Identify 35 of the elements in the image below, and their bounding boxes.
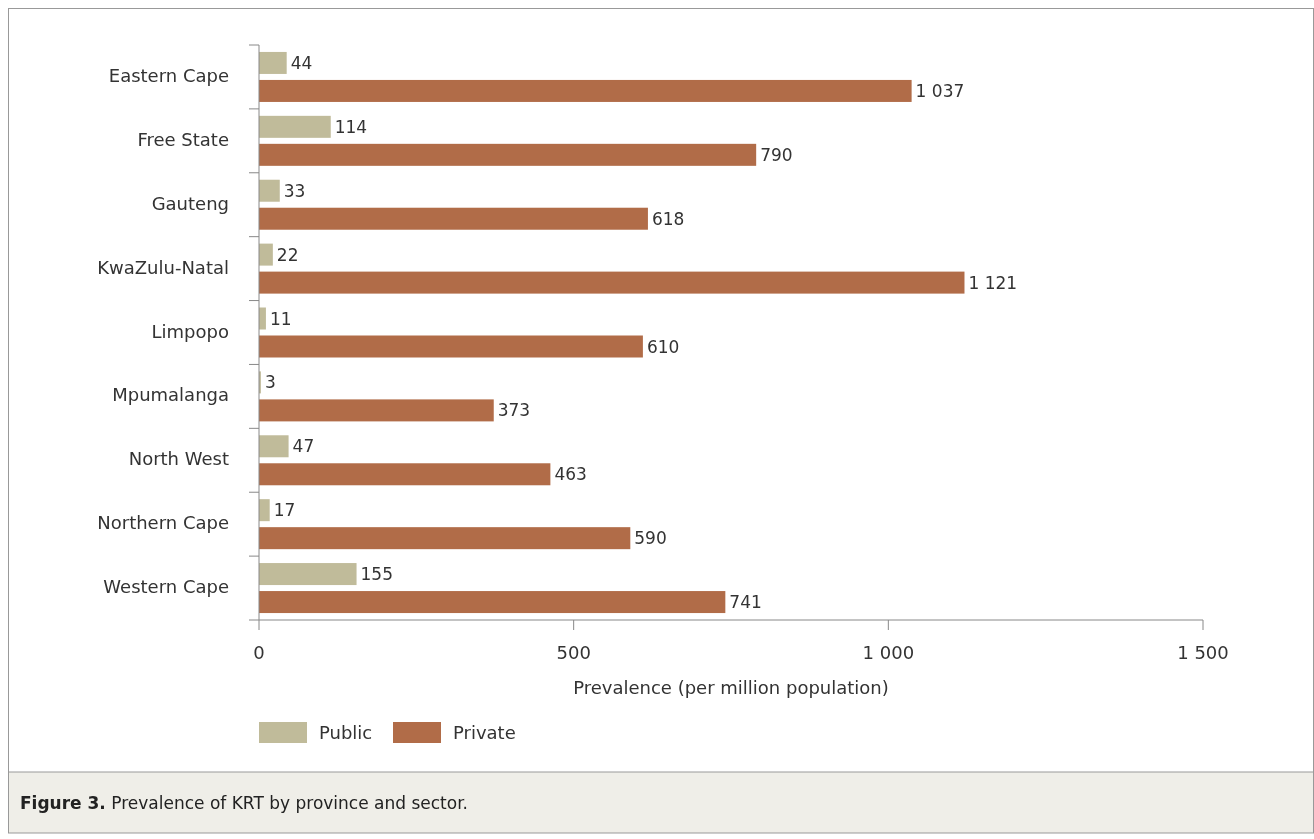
data-label: 22 [276,244,299,265]
legend-label: Private [453,722,516,743]
x-tick-label: 1 500 [1177,642,1229,663]
x-axis-title: Prevalence (per million population) [573,677,889,698]
data-label: 17 [273,500,296,521]
y-tick-label: Eastern Cape [108,65,229,86]
data-label: 790 [760,144,793,165]
data-label: 3 [264,372,276,393]
x-tick-label: 1 000 [862,642,915,663]
data-label: 463 [554,464,587,485]
x-tick-label: 500 [556,642,591,663]
y-tick-label: Free State [137,128,229,150]
y-tick-label: North West [128,448,229,470]
y-tick-label: Mpumalanga [112,384,229,406]
x-tick-label: 0 [253,642,265,663]
data-label: 618 [651,208,685,229]
data-label: 1 121 [968,272,1018,293]
data-label: 11 [269,308,292,329]
text: Figure 3. Prevalence of KRT by province and sector. [20,793,468,813]
data-label: 610 [646,336,680,357]
data-label: 741 [729,592,762,613]
data-label: 590 [634,528,667,549]
y-tick-label: Northern Cape [97,512,229,534]
legend-label: Public [319,722,373,743]
data-label: 1 037 [915,80,965,101]
y-tick-label: Gauteng [151,192,229,214]
data-label: 47 [292,436,315,457]
y-tick-label: KwaZulu-Natal [97,256,229,278]
y-tick-label: Western Cape [103,576,229,598]
data-label: 44 [290,52,313,73]
data-label: 114 [334,116,368,137]
data-label: 33 [283,180,306,201]
y-tick-label: Limpopo [151,320,229,342]
data-label: 373 [497,400,531,421]
data-label: 155 [360,564,393,585]
